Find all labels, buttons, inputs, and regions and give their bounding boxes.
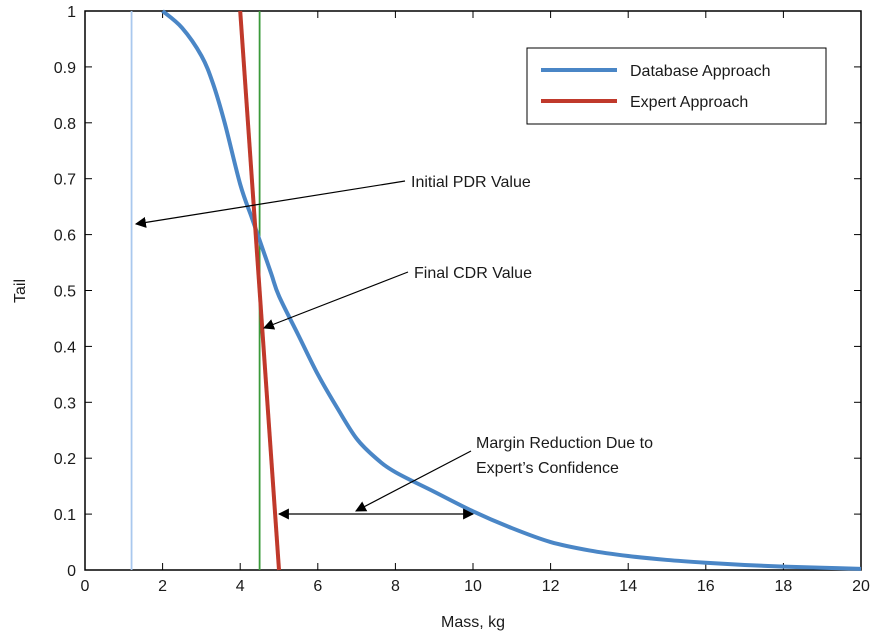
y-tick-label: 0.8	[54, 116, 76, 133]
y-tick-label: 0.1	[54, 507, 76, 524]
annotation-arrow	[355, 450, 472, 512]
x-tick-label: 4	[236, 578, 245, 595]
y-tick-label: 0.2	[54, 451, 76, 468]
annotation-final-cdr: Final CDR Value	[262, 265, 532, 330]
x-tick-label: 2	[158, 578, 167, 595]
legend-box	[526, 47, 827, 125]
x-tick-labels: 0 2 4 6 8 10 12 14 16 18 20	[81, 578, 870, 595]
x-tick-label: 16	[697, 578, 715, 595]
series-line-0	[161, 9, 862, 571]
series-line-1	[238, 10, 281, 571]
x-tick-label: 10	[464, 578, 482, 595]
annotation-initial-pdr-label: Initial PDR Value	[411, 174, 531, 191]
x-tick-label: 0	[81, 578, 90, 595]
x-tick-label: 14	[619, 578, 637, 595]
x-axis-label: Mass, kg	[441, 614, 505, 631]
legend: Database Approach Expert Approach	[526, 47, 827, 125]
annotation-margin-label-line1: Margin Reduction Due to	[476, 435, 653, 452]
annotation-arrow	[134, 180, 406, 228]
legend-label-expert: Expert Approach	[630, 94, 748, 111]
y-axis-label: Tail	[12, 279, 29, 303]
series-lines	[161, 9, 862, 571]
reference-lines	[130, 11, 261, 570]
y-tick-labels: 0 0.1 0.2 0.3 0.4 0.5 0.6 0.7 0.8 0.9 1	[54, 4, 76, 580]
y-tick-label: 0.6	[54, 228, 76, 245]
y-tick-label: 0.5	[54, 284, 76, 301]
y-tick-label: 0.3	[54, 395, 76, 412]
y-tick-label: 0.7	[54, 172, 76, 189]
legend-label-database: Database Approach	[630, 63, 771, 80]
x-tick-label: 18	[775, 578, 793, 595]
x-tick-label: 8	[391, 578, 400, 595]
y-tick-label: 1	[67, 4, 76, 21]
x-tick-label: 6	[313, 578, 322, 595]
annotation-initial-pdr: Initial PDR Value	[134, 174, 531, 228]
annotation-margin-reduction: Margin Reduction Due to Expert’s Confide…	[277, 435, 653, 520]
annotation-final-cdr-label: Final CDR Value	[414, 265, 532, 282]
x-tick-label: 12	[542, 578, 560, 595]
y-tick-label: 0.9	[54, 60, 76, 77]
y-tick-label: 0.4	[54, 339, 76, 356]
annotation-margin-label-line2: Expert’s Confidence	[476, 460, 619, 477]
y-tick-label: 0	[67, 563, 76, 580]
annotation-arrow	[262, 271, 409, 330]
x-tick-label: 20	[852, 578, 870, 595]
